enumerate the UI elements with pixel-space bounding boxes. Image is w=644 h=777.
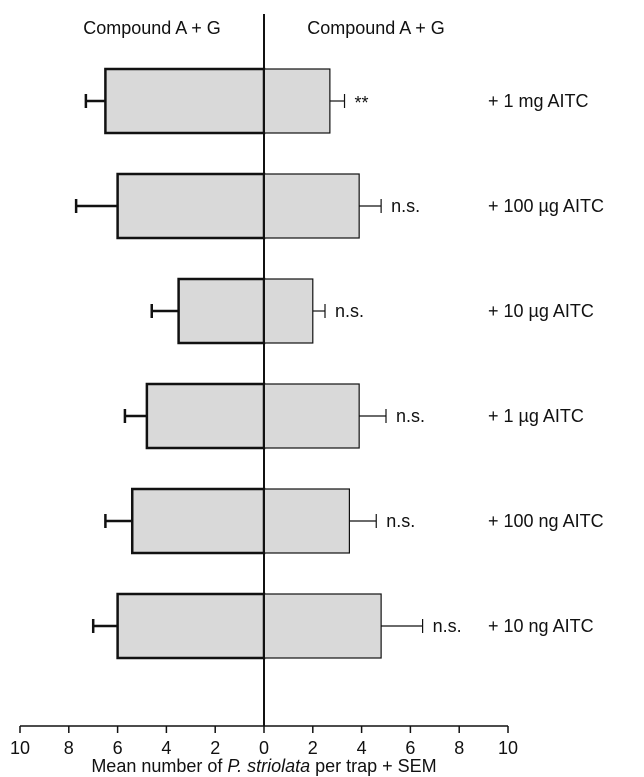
- x-tick-label: 10: [498, 738, 518, 758]
- right-bar: [264, 174, 359, 238]
- left-bar: [105, 69, 264, 133]
- category-label: + 10 ng AITC: [488, 616, 594, 636]
- x-tick-label: 2: [308, 738, 318, 758]
- x-tick-label: 8: [454, 738, 464, 758]
- x-tick-label: 8: [64, 738, 74, 758]
- x-axis-title-species: P. striolata: [227, 756, 310, 776]
- significance-label: **: [355, 93, 369, 113]
- right-bar: [264, 279, 313, 343]
- right-series-label: Compound A + G: [307, 18, 445, 38]
- left-bar: [179, 279, 264, 343]
- category-label: + 100 µg AITC: [488, 196, 604, 216]
- left-bar: [147, 384, 264, 448]
- significance-label: n.s.: [391, 196, 420, 216]
- category-label: + 1 mg AITC: [488, 91, 589, 111]
- significance-label: n.s.: [433, 616, 462, 636]
- significance-label: n.s.: [335, 301, 364, 321]
- significance-label: n.s.: [386, 511, 415, 531]
- right-bar: [264, 69, 330, 133]
- x-tick-label: 4: [357, 738, 367, 758]
- left-bar: [118, 174, 264, 238]
- right-bar: [264, 594, 381, 658]
- right-bar: [264, 384, 359, 448]
- category-label: + 10 µg AITC: [488, 301, 594, 321]
- left-series-label: Compound A + G: [83, 18, 221, 38]
- category-labels-layer: + 1 mg AITC + 100 µg AITC + 10 µg AITC + 1 …: [488, 91, 604, 636]
- category-label: + 1 µg AITC: [488, 406, 584, 426]
- x-tick-label: 0: [259, 738, 269, 758]
- x-axis-title: Mean number of P. striolata per trap + S…: [91, 756, 436, 776]
- x-tick-label: 4: [161, 738, 171, 758]
- left-bar: [132, 489, 264, 553]
- x-axis-title-prefix: Mean number of: [91, 756, 227, 776]
- x-tick-label: 10: [10, 738, 30, 758]
- right-bar: [264, 489, 349, 553]
- x-axis-title-suffix: per trap + SEM: [310, 756, 437, 776]
- significance-label: n.s.: [396, 406, 425, 426]
- left-bar: [118, 594, 264, 658]
- x-tick-label: 6: [113, 738, 123, 758]
- x-ticks-layer: 10 8 6 4 2 0 2 4 6 8 10: [10, 726, 518, 758]
- bars-layer: [105, 69, 381, 658]
- x-tick-label: 6: [405, 738, 415, 758]
- x-tick-label: 2: [210, 738, 220, 758]
- category-label: + 100 ng AITC: [488, 511, 604, 531]
